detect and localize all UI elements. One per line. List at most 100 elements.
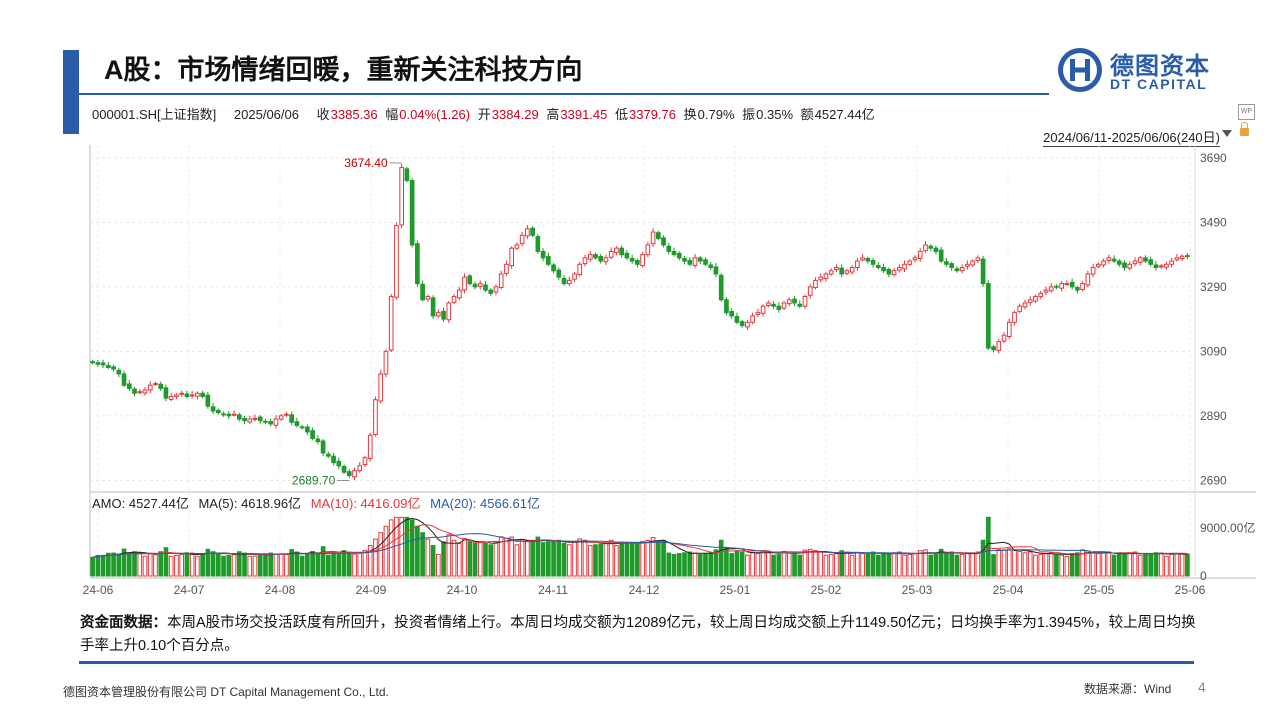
candle-body [593,254,598,259]
y-tick-label: 2890 [1200,409,1227,423]
wp-icon[interactable]: WP [1238,104,1255,120]
candle-body [598,256,604,262]
volume-bar [111,552,116,577]
candle-body [561,277,567,285]
candle-body [409,179,415,246]
quote-amplitude: 0.35% [756,107,794,122]
volume-bar [849,554,855,577]
volume-bar [467,541,473,577]
volume-bar [263,553,268,577]
volume-bar [1027,551,1033,577]
candle-body [315,438,321,443]
volume-bar [886,553,892,577]
candle-body [305,426,310,433]
volume-bar [807,548,813,577]
volume-bar [959,553,965,577]
title-underline [79,93,1049,95]
candle-body [556,269,562,278]
y-tick-label: 3290 [1200,280,1227,294]
candle-body [813,279,818,289]
volume-bar [876,554,881,577]
candle-body [996,341,1002,351]
dt-capital-logo-icon [1058,48,1102,92]
volume-bar [1017,550,1023,577]
volume-bar [352,553,357,577]
volume-bar [195,555,200,577]
volume-bar [865,552,871,577]
volume-bar [1127,552,1133,577]
candle-body [828,270,834,275]
volume-ma5-line [92,517,1188,558]
candle-body [640,254,645,267]
candle-body [629,257,635,262]
volume-bar [252,555,258,577]
volume-bar [367,544,373,577]
volume-bar [179,554,184,577]
amo-value: AMO: 4527.44亿 [92,496,189,511]
y-tick-label: 2690 [1200,473,1227,487]
volume-bar [504,537,509,577]
candle-body [184,393,190,397]
candle-body [896,267,902,271]
volume-bar [619,542,624,577]
volume-bar [216,552,221,577]
volume-bar [210,551,216,577]
lock-icon[interactable] [1240,122,1249,136]
candle-body [472,283,478,288]
candle-body [399,167,405,226]
volume-bar [697,553,703,577]
volume-bar [90,556,95,577]
candle-body [346,471,352,476]
candle-body [823,273,829,279]
candle-body [326,453,331,457]
volume-bar [582,539,588,577]
candle-body [289,414,295,423]
candle-body [870,259,876,265]
volume-bar [1101,552,1106,577]
candle-body [729,310,734,317]
quote-low-label: 低 [615,107,629,122]
candle-body [792,298,797,304]
candle-body [388,296,394,351]
candle-body [771,303,776,307]
candle-body [116,369,122,375]
candle-body [551,264,556,272]
description-text: 本周A股市场交投活跃度有所回升，投资者情绪上行。本周日均成交额为12089亿元，… [80,615,1196,654]
volume-bar [226,554,232,577]
volume-bar [1153,552,1159,577]
candle-body [1090,267,1096,275]
date-range-selector[interactable]: 2024/06/11-2025/06/06(240日) [1043,127,1220,147]
page-number: 4 [1198,679,1206,695]
candle-body [1169,260,1175,265]
volume-bar [1090,551,1096,577]
candle-body [504,263,509,274]
volume-bar [436,553,441,577]
ma5-value: MA(5): 4618.96亿 [198,496,302,511]
candle-body [268,421,274,425]
candle-body [1080,283,1085,290]
candle-body [750,315,755,323]
candle-body [488,289,494,294]
candles-layer [90,163,1190,481]
volume-bar [1096,553,1101,577]
volume-bar [1143,553,1148,577]
candle-body [299,426,305,429]
volume-bar [462,537,467,577]
candle-body [624,252,630,259]
volume-axis-ticks: 9000.00亿 0 [1200,520,1255,583]
candle-body [1106,257,1112,261]
candle-body [687,259,693,265]
volume-bar [163,547,169,577]
volume-bar [257,553,263,577]
quote-close: 3385.36 [330,107,378,122]
chevron-down-icon[interactable] [1222,130,1232,137]
volume-bar [834,553,839,577]
x-tick-label: 25-04 [993,583,1024,597]
quote-open: 3384.29 [491,107,539,122]
candle-body [404,168,410,181]
candle-body [498,273,504,289]
candle-body [928,245,934,249]
volume-bar [362,549,368,577]
candle-body [577,263,583,276]
